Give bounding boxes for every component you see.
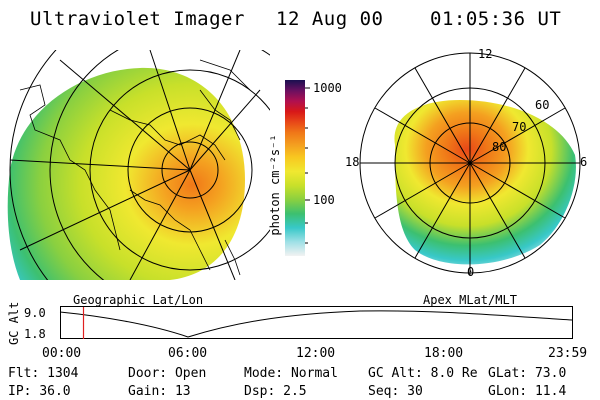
status-mode: Mode: Normal [244, 366, 338, 381]
timeline-xtick-0: 00:00 [42, 346, 82, 361]
status-flt-value: 1304 [47, 366, 79, 381]
timeline-xtick-4: 23:59 [548, 346, 588, 361]
apex-image-panel [359, 52, 581, 275]
status-gcalt-value: 8.0 Re [430, 366, 478, 381]
status-gcalt-key: GC Alt: [368, 366, 423, 381]
geo-panel-caption: Geographic Lat/Lon [73, 293, 204, 307]
status-glon-key: GLon: [488, 384, 528, 399]
status-door: Door: Open [128, 366, 206, 381]
status-seq-value: 30 [407, 384, 423, 399]
colorbar [285, 80, 310, 256]
status-door-key: Door: [128, 366, 168, 381]
status-dsp-key: Dsp: [244, 384, 276, 399]
status-glat-value: 73.0 [534, 366, 567, 381]
status-seq-key: Seq: [368, 384, 400, 399]
colorbar-tick-100: 100 [313, 193, 335, 207]
status-gain-value: 13 [174, 384, 191, 399]
colorbar-unit-label: photon cm⁻²s⁻¹ [268, 134, 282, 236]
timeline-ytick-max: 9.0 [24, 306, 46, 320]
date-label: 12 Aug 00 [276, 8, 384, 30]
timeline-xtick-2: 12:00 [296, 346, 336, 361]
status-glon: GLon: 11.4 [488, 384, 566, 399]
status-dsp: Dsp: 2.5 [244, 384, 307, 399]
status-glat: GLat: 73.0 [488, 366, 566, 381]
mlt-label-12: 12 [478, 47, 493, 61]
mlt-label-0: 0 [467, 265, 475, 279]
status-ip-value: 36.0 [39, 384, 71, 399]
status-glon-value: 11.4 [534, 384, 567, 399]
status-dsp-value: 2.5 [283, 384, 307, 399]
timeline-axis-label: GC Alt [7, 301, 21, 345]
timeline-ytick-min: 1.8 [24, 327, 46, 341]
apex-panel-caption: Apex MLat/MLT [423, 293, 517, 307]
timeline-xtick-1: 06:00 [168, 346, 208, 361]
mlt-label-6: 6 [580, 155, 588, 169]
status-seq: Seq: 30 [368, 384, 423, 399]
colorbar-scale [285, 80, 305, 256]
status-ip-key: IP: [8, 384, 32, 399]
status-door-value: Open [174, 366, 207, 381]
colorbar-tick-1000: 1000 [313, 81, 342, 95]
mlat-label-70: 70 [512, 120, 527, 134]
time-label: 01:05:36 UT [430, 8, 562, 30]
timeline-xtick-3: 18:00 [424, 346, 464, 361]
altitude-curve [59, 310, 573, 338]
status-flt-key: Flt: [8, 366, 40, 381]
mlat-label-80: 80 [492, 140, 507, 154]
instrument-title: Ultraviolet Imager [30, 8, 245, 30]
status-gcalt: GC Alt: 8.0 Re [368, 366, 478, 381]
status-gain: Gain: 13 [128, 384, 191, 399]
status-mode-key: Mode: [244, 366, 284, 381]
status-flt: Flt: 1304 [8, 366, 78, 381]
status-glat-key: GLat: [488, 366, 528, 381]
geographic-image-panel [7, 50, 270, 280]
status-mode-value: Normal [290, 366, 338, 381]
altitude-timeline [59, 306, 573, 339]
apex-aurora-image [394, 100, 576, 265]
status-ip: IP: 36.0 [8, 384, 71, 399]
mlat-label-60: 60 [535, 98, 550, 112]
mlt-label-18: 18 [345, 155, 360, 169]
status-gain-key: Gain: [128, 384, 168, 399]
